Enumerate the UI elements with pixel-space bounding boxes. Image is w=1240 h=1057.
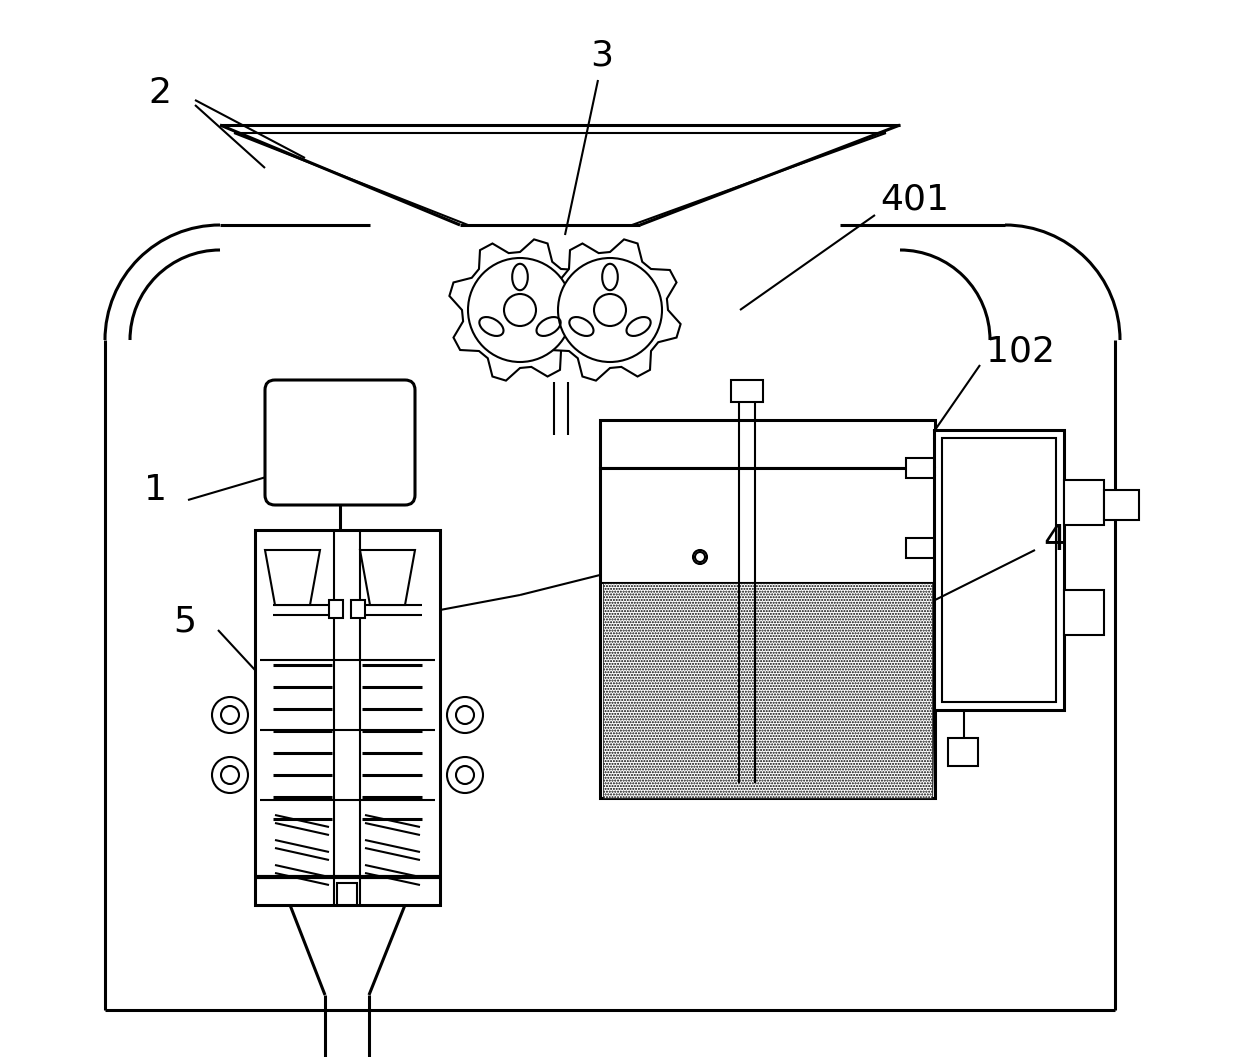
Bar: [329, 600, 343, 618]
Circle shape: [212, 697, 248, 733]
Circle shape: [693, 550, 707, 564]
Circle shape: [221, 766, 239, 784]
Bar: [351, 600, 365, 618]
Polygon shape: [360, 550, 415, 605]
Circle shape: [694, 552, 706, 562]
Circle shape: [456, 766, 474, 784]
Text: 1: 1: [144, 472, 166, 507]
Bar: [1104, 490, 1140, 520]
Text: 2: 2: [149, 76, 171, 110]
Bar: [949, 738, 978, 766]
Circle shape: [503, 294, 536, 326]
Text: 3: 3: [590, 38, 614, 72]
Circle shape: [467, 258, 572, 361]
Polygon shape: [539, 239, 681, 381]
Bar: [600, 420, 935, 468]
Circle shape: [446, 757, 484, 793]
Bar: [600, 468, 935, 798]
Bar: [337, 883, 357, 905]
Circle shape: [594, 294, 626, 326]
Bar: [934, 430, 1064, 710]
Bar: [906, 538, 934, 558]
Polygon shape: [265, 550, 320, 605]
Circle shape: [212, 757, 248, 793]
FancyBboxPatch shape: [265, 381, 415, 505]
Bar: [1064, 590, 1104, 635]
Text: 401: 401: [880, 183, 950, 217]
Bar: [942, 438, 1056, 702]
Text: 4: 4: [1044, 523, 1066, 557]
Bar: [906, 458, 934, 478]
Bar: [732, 381, 763, 402]
Circle shape: [456, 706, 474, 724]
Circle shape: [558, 258, 662, 361]
Text: 5: 5: [174, 605, 196, 639]
Bar: [255, 530, 440, 905]
Circle shape: [446, 697, 484, 733]
Polygon shape: [449, 239, 590, 381]
Bar: [1064, 480, 1104, 525]
Circle shape: [221, 706, 239, 724]
Text: 102: 102: [986, 335, 1054, 369]
Bar: [603, 583, 932, 798]
